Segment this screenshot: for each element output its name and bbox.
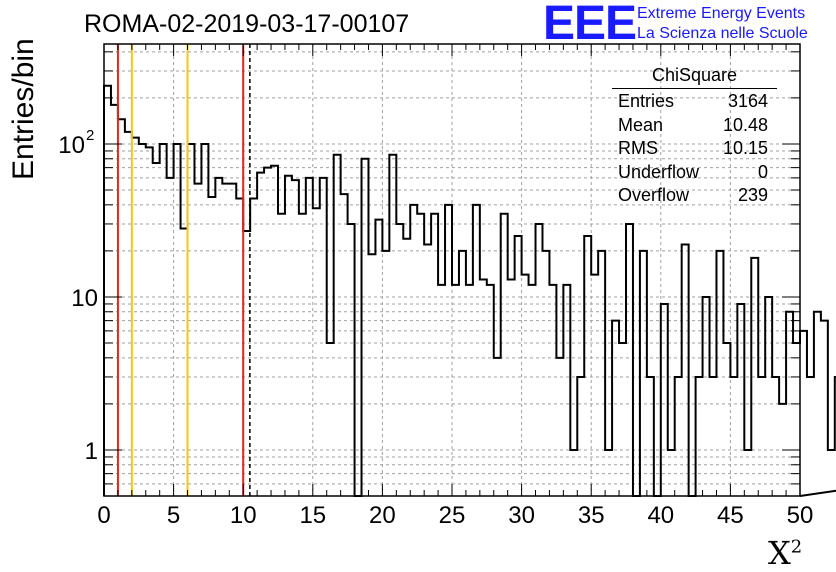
x-axis-label: X2 [768,534,803,572]
x-tick-label: 50 [787,502,814,529]
stats-label: Underflow [618,161,700,182]
stats-label: Overflow [618,185,690,205]
x-tick-label: 10 [230,502,257,529]
y-tick-label: 10 [71,285,98,312]
stats-row-entries: Entries 3164 [612,91,780,115]
stats-value: 239 [737,185,768,205]
stats-row-underflow: Underflow 0 [612,162,780,186]
y-tick-label-exponent: 2 [86,127,94,144]
x-tick-label: 0 [97,502,110,529]
run-title: ROMA-02-2019-03-17-00107 [84,10,410,38]
stats-value: 10.48 [722,114,768,135]
y-tick-label: 1 [85,438,98,465]
x-tick-label: 45 [717,502,744,529]
y-tick-label: 10 [58,132,85,159]
y-axis-label: Entries/bin [7,38,40,180]
stats-label: RMS [618,138,658,158]
stats-label: Entries [618,91,675,111]
eee-logo: EEE [543,0,637,50]
stats-row-overflow: Overflow 239 [612,185,780,209]
x-tick-label: 25 [439,502,466,529]
stats-value: 0 [757,161,768,182]
stats-box: ChiSquare Entries 3164 Mean 10.48 RMS 10.15… [612,65,780,209]
x-tick-label: 40 [647,502,674,529]
x-tick-label: 15 [299,502,326,529]
x-tick-label: 5 [167,502,180,529]
histogram-series [103,84,836,497]
stats-value: 10.15 [722,138,768,158]
logo-line-2: La Scienza nelle Scuole [637,25,808,42]
x-tick-label: 20 [369,502,396,529]
stats-title: ChiSquare [612,65,777,89]
stats-value: 3164 [727,91,768,111]
stats-row-mean: Mean 10.48 [612,115,780,139]
logo-line-1: Extreme Energy Events [637,5,806,22]
x-tick-label: 35 [578,502,605,529]
stats-row-rms: RMS 10.15 [612,138,780,162]
stats-label: Mean [618,114,664,135]
x-tick-label: 30 [508,502,535,529]
